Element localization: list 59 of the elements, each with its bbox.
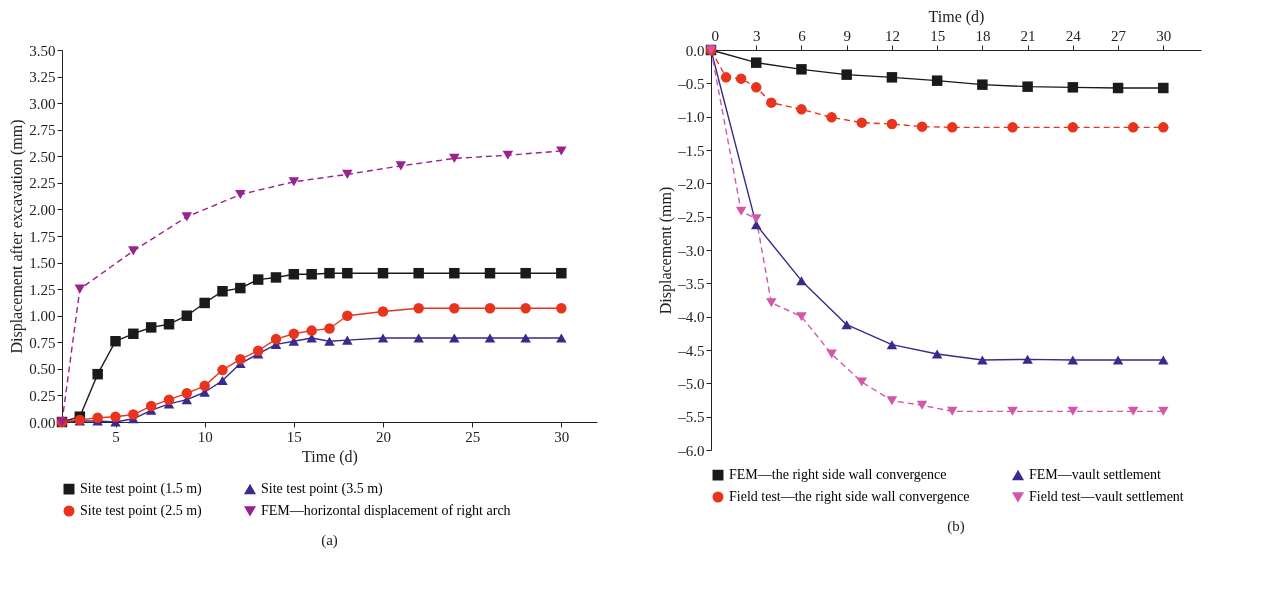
text: (b): [947, 518, 965, 535]
x-axis-title: Time (d): [928, 7, 985, 26]
y-tick-label: 0.0: [685, 42, 705, 59]
x-tick-label: 10: [197, 428, 213, 445]
y-tick-label: 3.50: [29, 42, 56, 59]
y-tick-label: –0.5: [677, 75, 705, 92]
legend-label: Field test—the right side wall convergence: [729, 489, 970, 504]
legend-label: Site test point (2.5 m): [80, 503, 203, 519]
y-tick-label: 1.25: [29, 281, 56, 298]
y-tick-label: –5.5: [677, 409, 705, 426]
legend-label: Site test point (3.5 m): [261, 481, 384, 498]
legend-label: FEM—vault settlement: [1029, 467, 1161, 483]
x-tick-label: 20: [376, 428, 391, 445]
y-tick-label: –1.0: [677, 109, 705, 126]
y-tick-label: –4.0: [677, 309, 705, 326]
y-tick-label: –3.0: [677, 242, 705, 259]
x-tick-label: 27: [1111, 27, 1127, 44]
y-tick-label: –4.5: [677, 342, 705, 359]
text: (a): [321, 532, 338, 549]
y-tick-label: –6.0: [677, 442, 705, 459]
x-tick-label: 3: [752, 27, 761, 44]
y-tick-label: 0.00: [29, 414, 56, 431]
y-tick-label: 1.00: [29, 308, 56, 325]
x-axis-title: Time (d): [302, 447, 358, 466]
y-tick-label: 1.75: [29, 228, 56, 245]
y-tick-label: 2.00: [29, 201, 56, 218]
x-tick-label: 6: [798, 27, 807, 44]
x-tick-label: 30: [1156, 27, 1172, 44]
y-tick-label: 0.50: [29, 361, 56, 378]
x-tick-label: 5: [112, 428, 120, 445]
y-tick-label: –5.0: [677, 375, 705, 392]
legend-label: Site test point (1.5 m): [80, 481, 203, 498]
y-tick-label: 0.75: [29, 334, 56, 351]
x-tick-label: 18: [975, 27, 991, 44]
y-tick-label: –2.0: [677, 175, 705, 192]
y-tick-label: 3.00: [29, 95, 56, 112]
y-axis-title: Displacement after excavation (mm): [8, 119, 27, 354]
x-tick-label: 15: [286, 428, 302, 445]
y-tick-label: 2.75: [29, 122, 56, 139]
legend-label: Field test—vault settlement: [1029, 489, 1184, 504]
x-tick-label: 0: [711, 27, 719, 44]
y-tick-label: 2.25: [29, 175, 56, 192]
y-tick-label: 0.25: [29, 387, 56, 404]
y-tick-label: 1.50: [29, 255, 56, 272]
legend-label: FEM—the right side wall convergence: [729, 467, 947, 483]
x-tick-label: 30: [554, 428, 570, 445]
y-axis-title: Displacement (mm): [657, 186, 676, 315]
y-tick-label: –2.5: [677, 209, 705, 226]
x-tick-label: 25: [465, 428, 481, 445]
y-tick-label: –3.5: [677, 275, 705, 292]
x-tick-label: 9: [843, 27, 851, 44]
x-tick-label: 21: [1020, 27, 1036, 44]
y-tick-label: 2.50: [29, 148, 56, 165]
legend-label: FEM—horizontal displacement of right arch: [261, 503, 511, 518]
y-tick-label: –1.5: [677, 142, 705, 159]
x-tick-label: 12: [884, 27, 900, 44]
x-tick-label: 24: [1065, 27, 1082, 44]
y-tick-label: 3.25: [29, 69, 56, 86]
x-tick-label: 15: [930, 27, 946, 44]
